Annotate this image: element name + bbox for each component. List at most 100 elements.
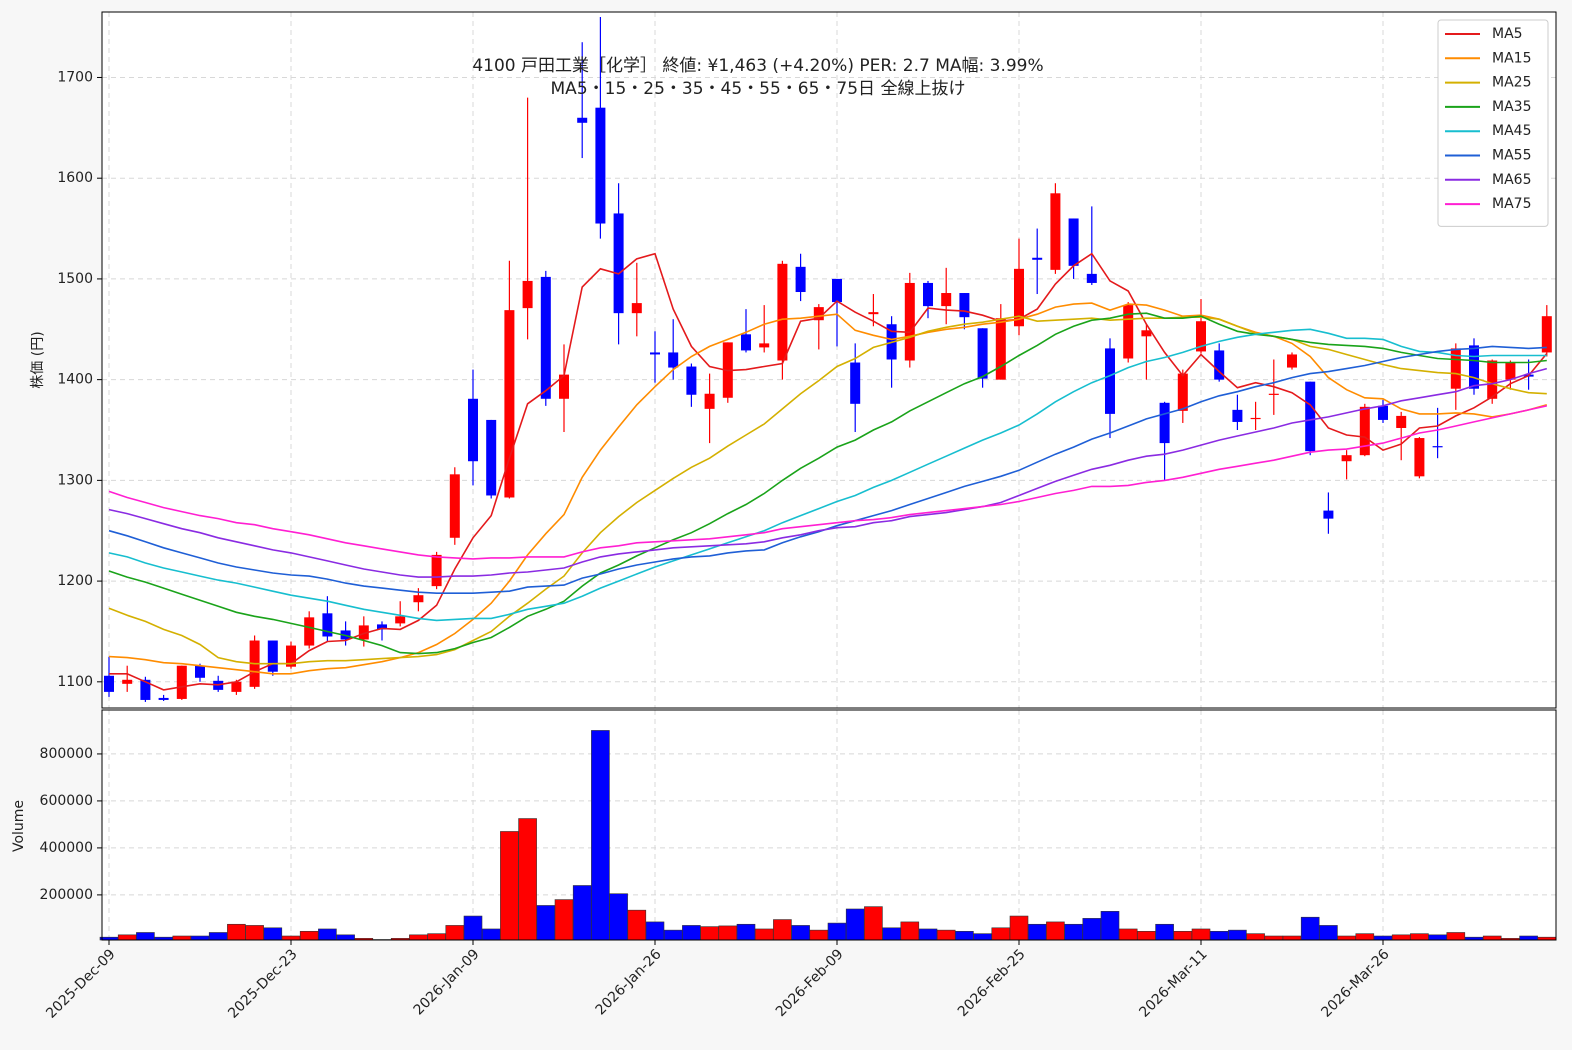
volume-bar xyxy=(190,935,210,941)
candle-body xyxy=(176,665,187,699)
x-tick-label: 2025-Dec-23 xyxy=(225,946,300,1021)
candle-body xyxy=(631,303,642,314)
x-tick-label: 2026-Mar-11 xyxy=(1136,946,1210,1020)
candle-body xyxy=(267,640,278,672)
y-tick-label: 1400 xyxy=(57,372,93,388)
volume-bar xyxy=(172,935,192,941)
volume-bar xyxy=(936,929,956,941)
volume-bar xyxy=(663,929,683,941)
chart-subtitle: MA5・15・25・35・45・55・65・75日 全線上抜け xyxy=(551,79,966,99)
candle-body xyxy=(959,293,970,318)
candle-body xyxy=(813,307,824,321)
volume-bar xyxy=(1155,923,1174,941)
candle-body xyxy=(122,679,133,684)
candle-body xyxy=(431,554,442,587)
y-tick-label: 400000 xyxy=(40,840,93,856)
candle-body xyxy=(158,697,169,700)
candle-body xyxy=(668,352,679,368)
candle-body xyxy=(1250,417,1261,420)
volume-bar xyxy=(1319,925,1338,941)
candle-body xyxy=(1505,362,1516,380)
candle-body xyxy=(559,374,569,399)
volume-bar xyxy=(1118,928,1138,941)
candle-body xyxy=(140,679,151,700)
candle-body xyxy=(795,266,806,293)
volume-bar xyxy=(136,932,155,941)
x-tick-label: 2025-Dec-09 xyxy=(43,946,118,1021)
candle-body xyxy=(704,393,715,409)
volume-bar xyxy=(1100,911,1120,941)
y-tick-label: 1600 xyxy=(57,170,93,186)
candle-body xyxy=(977,328,988,379)
volume-bar xyxy=(427,933,446,941)
volume-panel xyxy=(102,710,1556,940)
volume-bar xyxy=(1300,916,1320,941)
volume-bar xyxy=(718,925,738,941)
candle-body xyxy=(304,617,315,646)
ma-line xyxy=(108,302,1548,675)
ma-line xyxy=(108,328,1547,622)
volume-bar xyxy=(227,923,246,941)
candle-body xyxy=(577,117,588,123)
y-axis-label: Volume xyxy=(11,800,27,852)
volume-bar xyxy=(991,927,1011,941)
candle-body xyxy=(486,419,497,496)
x-tick-label: 2026-Jan-26 xyxy=(593,946,665,1018)
candle-body xyxy=(1414,438,1425,477)
volume-bar xyxy=(1482,935,1502,941)
volume-bar xyxy=(955,931,974,941)
legend-box xyxy=(1437,19,1549,227)
candle-body xyxy=(1487,360,1498,399)
volume-bar xyxy=(827,922,847,941)
candle-body xyxy=(522,280,533,309)
volume-bar xyxy=(1064,923,1083,941)
volume-bar xyxy=(1082,918,1102,941)
volume-bar xyxy=(1519,935,1538,941)
candle-body xyxy=(1305,381,1316,452)
candle-body xyxy=(1378,405,1388,420)
candle-body xyxy=(504,310,515,498)
candle-body xyxy=(1396,415,1407,428)
volume-bar xyxy=(864,906,883,941)
candle-body xyxy=(1141,330,1152,337)
candle-body xyxy=(850,362,861,404)
legend-label: MA5 xyxy=(1492,26,1523,42)
y-tick-label: 600000 xyxy=(40,793,93,809)
candle-body xyxy=(1014,268,1024,327)
candle-body xyxy=(104,675,114,692)
volume-bar xyxy=(1209,931,1229,941)
volume-bar xyxy=(481,928,501,941)
candle-body xyxy=(286,645,296,667)
candle-body xyxy=(1086,273,1097,283)
volume-bar xyxy=(773,919,792,941)
price-panel xyxy=(102,12,1556,708)
volume-bar xyxy=(263,927,283,941)
volume-bar xyxy=(1027,923,1047,941)
volume-bar xyxy=(609,893,628,941)
candle-body xyxy=(904,282,915,361)
candle-body xyxy=(1159,402,1170,444)
volume-bar xyxy=(645,921,665,941)
candle-body xyxy=(449,474,460,538)
volume-bar xyxy=(1009,915,1029,941)
candle-body xyxy=(1068,218,1079,266)
volume-bar xyxy=(791,925,810,941)
volume-bar xyxy=(1355,933,1375,941)
candle-body xyxy=(1323,510,1334,519)
volume-frame xyxy=(101,709,1557,941)
candle-body xyxy=(1287,354,1297,368)
ma-line xyxy=(108,312,1547,655)
volume-bar xyxy=(627,909,647,941)
candle-body xyxy=(413,595,424,603)
candle-body xyxy=(231,681,242,692)
x-tick-label: 2026-Mar-26 xyxy=(1318,946,1392,1020)
volume-bar xyxy=(1264,935,1284,941)
volume-bar xyxy=(1137,931,1156,941)
y-tick-label: 1500 xyxy=(57,271,93,287)
candle-body xyxy=(1196,321,1206,352)
ma-line xyxy=(109,252,1548,691)
y-tick-label: 1100 xyxy=(57,674,93,690)
volume-bar xyxy=(318,928,337,941)
volume-bar xyxy=(918,928,938,941)
candle-body xyxy=(595,107,606,224)
